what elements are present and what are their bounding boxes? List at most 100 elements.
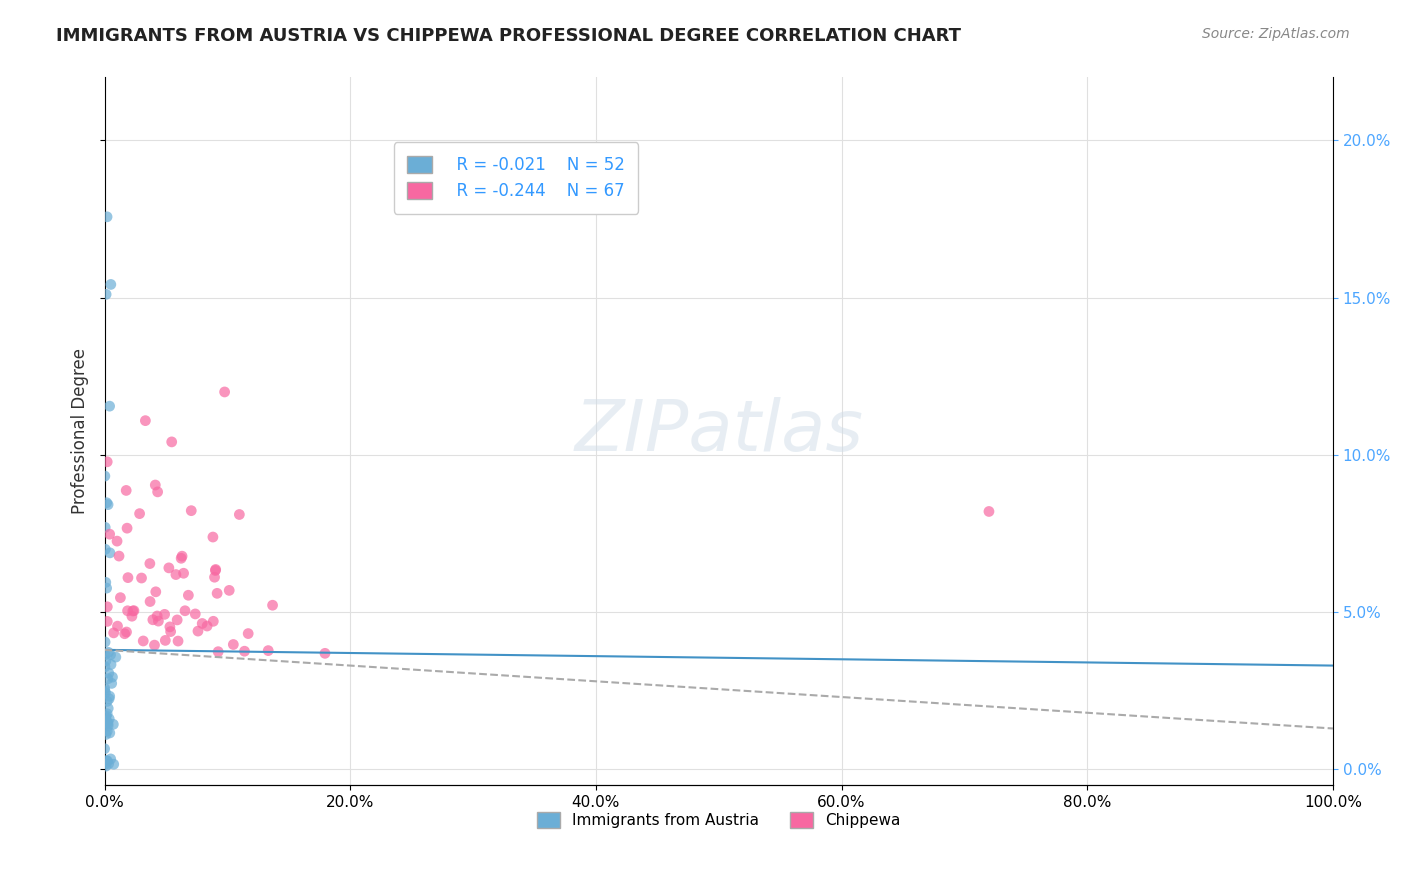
Point — [94, 287, 117, 301]
Point — [96, 706, 118, 721]
Point — [174, 604, 197, 618]
Point — [143, 638, 166, 652]
Point — [97, 498, 120, 512]
Point — [205, 586, 228, 600]
Point — [94, 727, 117, 741]
Point — [100, 657, 122, 672]
Point — [96, 581, 118, 595]
Point — [93, 741, 115, 756]
Point — [122, 604, 145, 618]
Point — [207, 645, 229, 659]
Point — [191, 616, 214, 631]
Point — [101, 670, 124, 684]
Point — [97, 645, 120, 659]
Point — [159, 624, 181, 639]
Point — [117, 604, 139, 618]
Point — [100, 277, 122, 292]
Point — [115, 625, 138, 640]
Point — [233, 644, 256, 658]
Point — [94, 660, 117, 674]
Point — [148, 614, 170, 628]
Point — [166, 613, 188, 627]
Point — [104, 650, 127, 665]
Point — [93, 681, 115, 696]
Point — [139, 594, 162, 608]
Point — [257, 643, 280, 657]
Point — [94, 648, 117, 662]
Point — [128, 507, 150, 521]
Point — [110, 591, 132, 605]
Point — [103, 757, 125, 772]
Point — [115, 483, 138, 498]
Point — [180, 503, 202, 517]
Point — [222, 638, 245, 652]
Point — [170, 549, 193, 564]
Point — [96, 754, 118, 768]
Point — [96, 709, 118, 723]
Point — [103, 717, 125, 731]
Point — [94, 542, 117, 557]
Point — [96, 694, 118, 708]
Point — [94, 714, 117, 728]
Point — [94, 717, 117, 731]
Point — [204, 564, 226, 578]
Point — [146, 609, 169, 624]
Point — [96, 210, 118, 224]
Point — [96, 455, 118, 469]
Legend: Immigrants from Austria, Chippewa: Immigrants from Austria, Chippewa — [531, 805, 907, 834]
Point — [204, 562, 226, 576]
Point — [114, 626, 136, 640]
Point — [94, 759, 117, 773]
Point — [117, 571, 139, 585]
Point — [165, 567, 187, 582]
Point — [155, 633, 177, 648]
Point — [121, 604, 143, 618]
Point — [98, 527, 121, 541]
Point — [98, 691, 121, 706]
Point — [115, 521, 138, 535]
Point — [94, 654, 117, 668]
Point — [96, 496, 118, 510]
Text: Source: ZipAtlas.com: Source: ZipAtlas.com — [1202, 27, 1350, 41]
Point — [93, 757, 115, 772]
Point — [167, 634, 190, 648]
Point — [97, 701, 120, 715]
Point — [132, 634, 155, 648]
Point — [214, 384, 236, 399]
Y-axis label: Professional Degree: Professional Degree — [72, 348, 89, 515]
Point — [94, 686, 117, 700]
Point — [170, 551, 193, 566]
Point — [97, 672, 120, 686]
Point — [131, 571, 153, 585]
Point — [184, 607, 207, 621]
Point — [97, 716, 120, 731]
Point — [94, 635, 117, 649]
Text: IMMIGRANTS FROM AUSTRIA VS CHIPPEWA PROFESSIONAL DEGREE CORRELATION CHART: IMMIGRANTS FROM AUSTRIA VS CHIPPEWA PROF… — [56, 27, 962, 45]
Point — [108, 549, 131, 563]
Point — [94, 710, 117, 724]
Point — [262, 599, 284, 613]
Point — [195, 619, 218, 633]
Point — [97, 719, 120, 733]
Point — [201, 530, 224, 544]
Point — [202, 615, 225, 629]
Point — [218, 583, 240, 598]
Point — [94, 683, 117, 698]
Point — [157, 561, 180, 575]
Point — [100, 648, 122, 662]
Point — [173, 566, 195, 581]
Point — [96, 724, 118, 739]
Point — [121, 609, 143, 624]
Point — [238, 626, 260, 640]
Point — [94, 520, 117, 534]
Point — [139, 557, 162, 571]
Point — [314, 646, 336, 660]
Point — [143, 478, 166, 492]
Point — [107, 619, 129, 633]
Point — [98, 712, 121, 726]
Point — [97, 666, 120, 681]
Point — [204, 570, 226, 584]
Point — [142, 613, 165, 627]
Point — [94, 575, 117, 590]
Text: ZIPatlas: ZIPatlas — [574, 397, 863, 466]
